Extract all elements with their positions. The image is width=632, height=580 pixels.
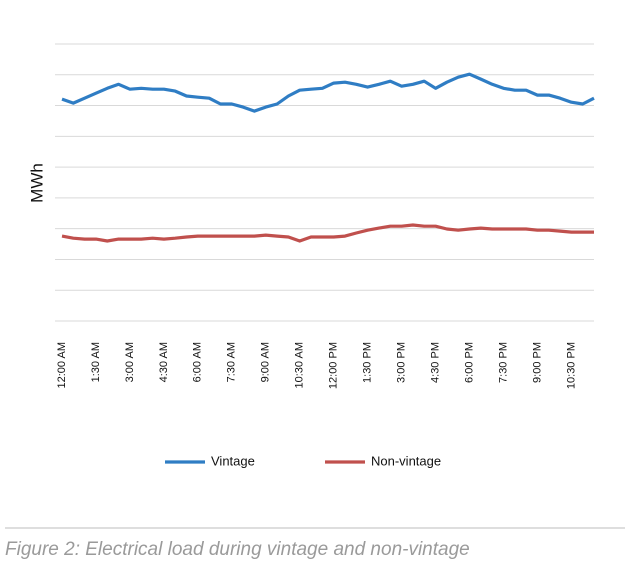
- x-tick-label: 9:00 AM: [260, 342, 272, 382]
- x-tick-label: 7:30 AM: [226, 342, 238, 382]
- x-tick-label: 9:00 PM: [531, 342, 543, 383]
- x-tick-label: 3:00 AM: [124, 342, 136, 382]
- x-tick-label: 10:30 AM: [294, 342, 306, 388]
- x-tick-label: 10:30 PM: [565, 342, 577, 389]
- legend-label: Non-vintage: [371, 453, 441, 468]
- x-tick-label: 7:30 PM: [497, 342, 509, 383]
- caption: Figure 2: Electrical load during vintage…: [5, 539, 470, 560]
- x-tick-label: 4:30 PM: [429, 342, 441, 383]
- x-tick-label: 1:30 AM: [90, 342, 102, 382]
- x-tick-label: 6:00 AM: [192, 342, 204, 382]
- line-series: [61, 72, 595, 113]
- x-tick-label: 12:00 PM: [328, 342, 340, 389]
- legend-label: Vintage: [211, 453, 255, 468]
- line-series: [61, 223, 594, 243]
- x-tick-label: 6:00 PM: [463, 342, 475, 383]
- x-tick-label: 1:30 PM: [362, 342, 374, 383]
- y-axis-label: MWh: [27, 163, 46, 203]
- x-tick-label: 4:30 AM: [158, 342, 170, 382]
- x-tick-label: 3:00 PM: [396, 342, 408, 383]
- x-tick-label: 12:00 AM: [56, 342, 68, 388]
